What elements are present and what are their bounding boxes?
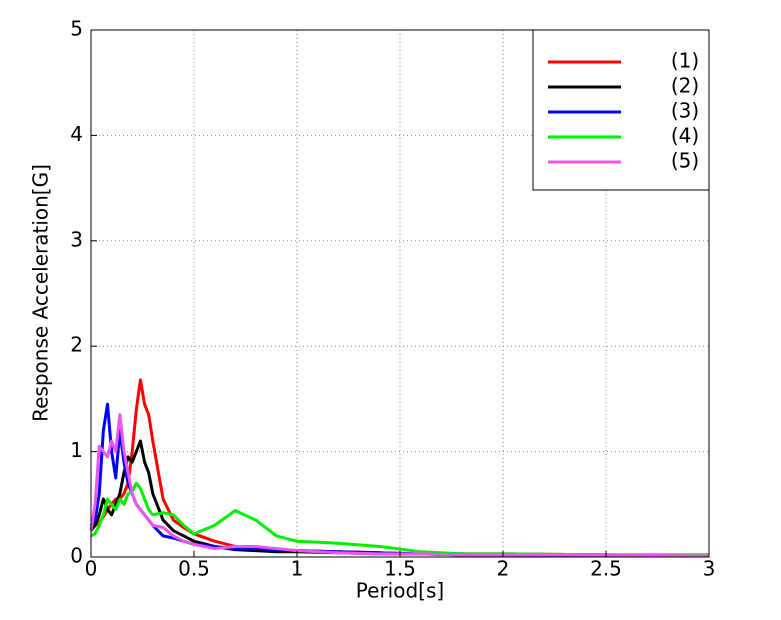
legend: (1)(2)(3)(4)(5) [532, 29, 710, 191]
x-tick-label: 2.5 [590, 557, 622, 581]
x-tick-label: 3 [703, 557, 716, 581]
x-tick-label: 1 [291, 557, 304, 581]
legend-label: (1) [671, 49, 699, 73]
x-tick-label: 0.5 [178, 557, 210, 581]
x-axis-label: Period[s] [356, 579, 444, 603]
legend-label: (2) [671, 74, 699, 98]
y-tick-label: 5 [70, 17, 83, 41]
legend-label: (3) [671, 99, 699, 123]
y-tick-label: 2 [70, 333, 83, 357]
legend-label: (4) [671, 124, 699, 148]
x-tick-label: 2 [497, 557, 510, 581]
lines [89, 378, 710, 558]
x-tick-label: 0 [85, 557, 98, 581]
legend-label: (5) [671, 149, 699, 173]
y-tick-label: 4 [70, 122, 83, 146]
y-tick-label: 0 [70, 544, 83, 568]
y-tick-label: 3 [70, 227, 83, 251]
x-tick-label: 1.5 [384, 557, 416, 581]
data-line [90, 481, 709, 557]
y-axis-label: Response Acceleration[G] [29, 164, 53, 422]
y-tick-label: 1 [70, 438, 83, 462]
data-line [89, 413, 710, 558]
